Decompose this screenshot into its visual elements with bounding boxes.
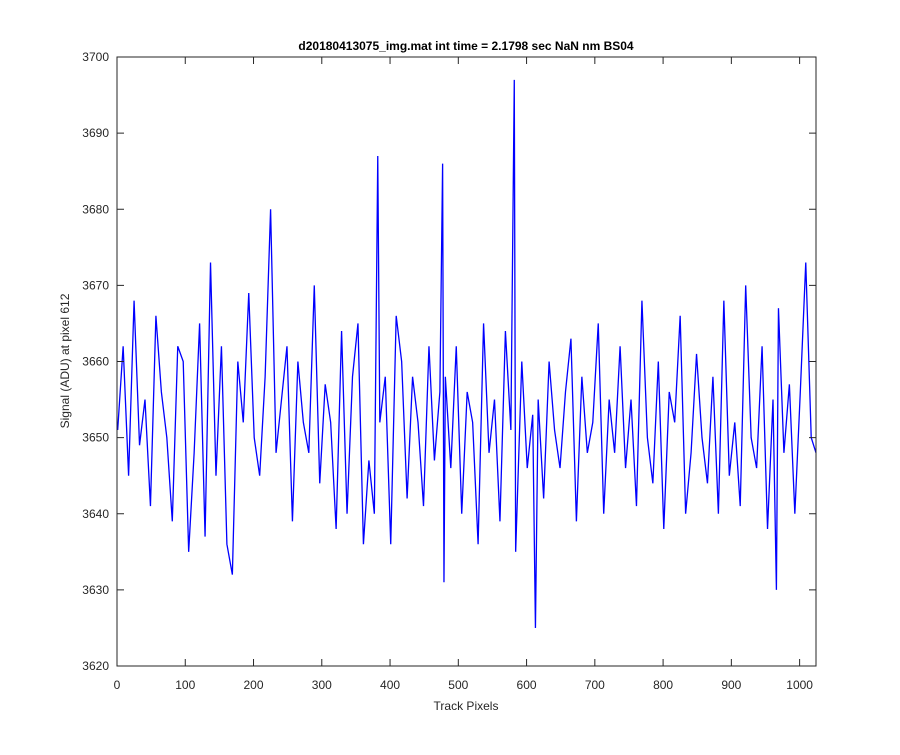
x-tick-label: 300 — [312, 678, 332, 692]
x-tick-label: 900 — [721, 678, 741, 692]
x-axis-label: Track Pixels — [434, 699, 499, 713]
y-tick-label: 3670 — [82, 278, 109, 292]
series-layer — [117, 79, 817, 628]
x-tick-label: 100 — [175, 678, 195, 692]
y-tick-label: 3660 — [82, 355, 109, 369]
x-tick-label: 500 — [448, 678, 468, 692]
x-tick-label: 700 — [585, 678, 605, 692]
x-tick-label: 400 — [380, 678, 400, 692]
x-tick-label: 200 — [244, 678, 264, 692]
tick-layer: 0 100 200 300 400 500 600 700 800 900 1000 3620 3630… — [82, 50, 816, 692]
series-line-0 — [117, 79, 817, 628]
y-tick-label: 3640 — [82, 507, 109, 521]
x-tick-label: 1000 — [786, 678, 813, 692]
y-tick-label: 3650 — [82, 431, 109, 445]
y-tick-label: 3630 — [82, 583, 109, 597]
y-tick-label: 3620 — [82, 659, 109, 673]
plot-background — [117, 57, 816, 666]
y-tick-label: 3690 — [82, 126, 109, 140]
y-tick-label: 3700 — [82, 50, 109, 64]
y-tick-label: 3680 — [82, 202, 109, 216]
chart-title: d20180413075_img.mat int time = 2.1798 s… — [298, 39, 634, 53]
x-tick-label: 600 — [517, 678, 537, 692]
x-tick-label: 0 — [114, 678, 121, 692]
y-axis-label: Signal (ADU) at pixel 612 — [58, 293, 72, 428]
x-tick-label: 800 — [653, 678, 673, 692]
